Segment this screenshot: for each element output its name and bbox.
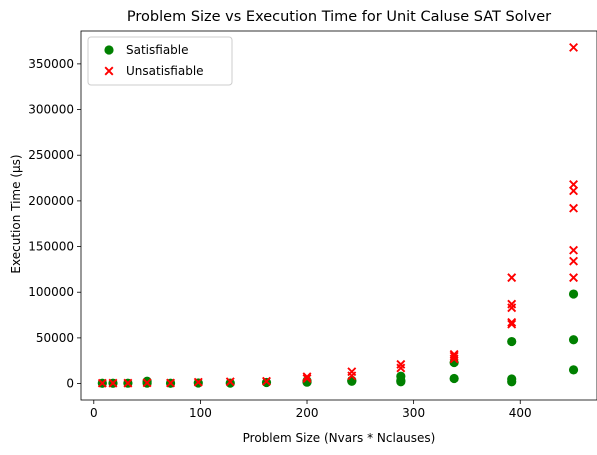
unsatisfiable-point: [97, 378, 107, 388]
satisfiable-point: [396, 377, 406, 387]
unsatisfiable-point: [193, 377, 203, 387]
legend-label: Satisfiable: [126, 43, 189, 57]
unsatisfiable-point: [396, 359, 406, 369]
plot-area: 0 100 200 300 400 0 50000 100000 150000 200000 250…: [28, 30, 597, 420]
satisfiable-point: [507, 377, 517, 387]
legend: Satisfiable Unsatisfiable: [87, 36, 233, 86]
unsatisfiable-point: [569, 256, 579, 266]
y-tick-label: 300000: [28, 103, 74, 117]
unsatisfiable-point: [507, 299, 517, 309]
unsatisfiable-point: [507, 317, 517, 327]
x-tick-label: 300: [402, 406, 425, 420]
unsatisfiable-point: [569, 273, 579, 283]
x-axis-label: Problem Size (Nvars * Nclauses): [243, 431, 436, 445]
legend-box: [87, 36, 233, 86]
x-tick-label: 100: [189, 406, 212, 420]
y-tick-label: 350000: [28, 57, 74, 71]
unsatisfiable-point: [302, 372, 312, 382]
unsatisfiable-point: [347, 371, 357, 381]
unsatisfiable-point: [166, 378, 176, 388]
unsatisfiable-point: [507, 319, 517, 329]
unsatisfiable-point: [569, 245, 579, 255]
unsatisfiable-point: [569, 203, 579, 213]
series-unsatisfiable: [97, 42, 579, 388]
x-tick-label: 0: [90, 406, 98, 420]
plot-frame: [80, 30, 597, 401]
unsatisfiable-point: [507, 303, 517, 313]
satisfiable-point: [568, 365, 579, 375]
satisfiable-point: [568, 335, 579, 345]
unsatisfiable-point: [225, 377, 235, 387]
y-axis-label: Execution Time (μs): [9, 154, 23, 273]
y-tick-label: 100000: [28, 285, 74, 299]
unsatisfiable-point: [569, 186, 579, 196]
unsatisfiable-point: [142, 378, 152, 388]
unsatisfiable-point: [396, 363, 406, 373]
unsatisfiable-point: [507, 273, 517, 283]
series-satisfiable: [97, 289, 579, 388]
satisfiable-point: [449, 373, 459, 384]
satisfiable-point: [507, 336, 517, 347]
unsatisfiable-point: [262, 376, 271, 386]
y-tick-label: 50000: [36, 331, 74, 345]
unsatisfiable-point: [569, 42, 579, 52]
legend-label: Unsatisfiable: [126, 64, 204, 78]
y-tick-label: 0: [66, 377, 74, 391]
y-tick-label: 250000: [28, 148, 74, 162]
unsatisfiable-point: [302, 374, 312, 384]
x-tick-label: 400: [509, 406, 532, 420]
x-tick-label: 200: [296, 406, 319, 420]
chart-title: Problem Size vs Execution Time for Unit …: [127, 9, 551, 25]
unsatisfiable-point: [123, 378, 133, 388]
unsatisfiable-point: [449, 354, 459, 364]
y-tick-label: 200000: [28, 194, 74, 208]
satisfiable-point: [568, 289, 579, 299]
unsatisfiable-point: [108, 378, 118, 388]
legend-marker-unsatisfiable: [104, 66, 114, 76]
unsatisfiable-point: [449, 351, 459, 361]
legend-marker-satisfiable: [104, 45, 114, 55]
y-tick-label: 150000: [28, 240, 74, 254]
satisfiable-point: [225, 378, 235, 388]
